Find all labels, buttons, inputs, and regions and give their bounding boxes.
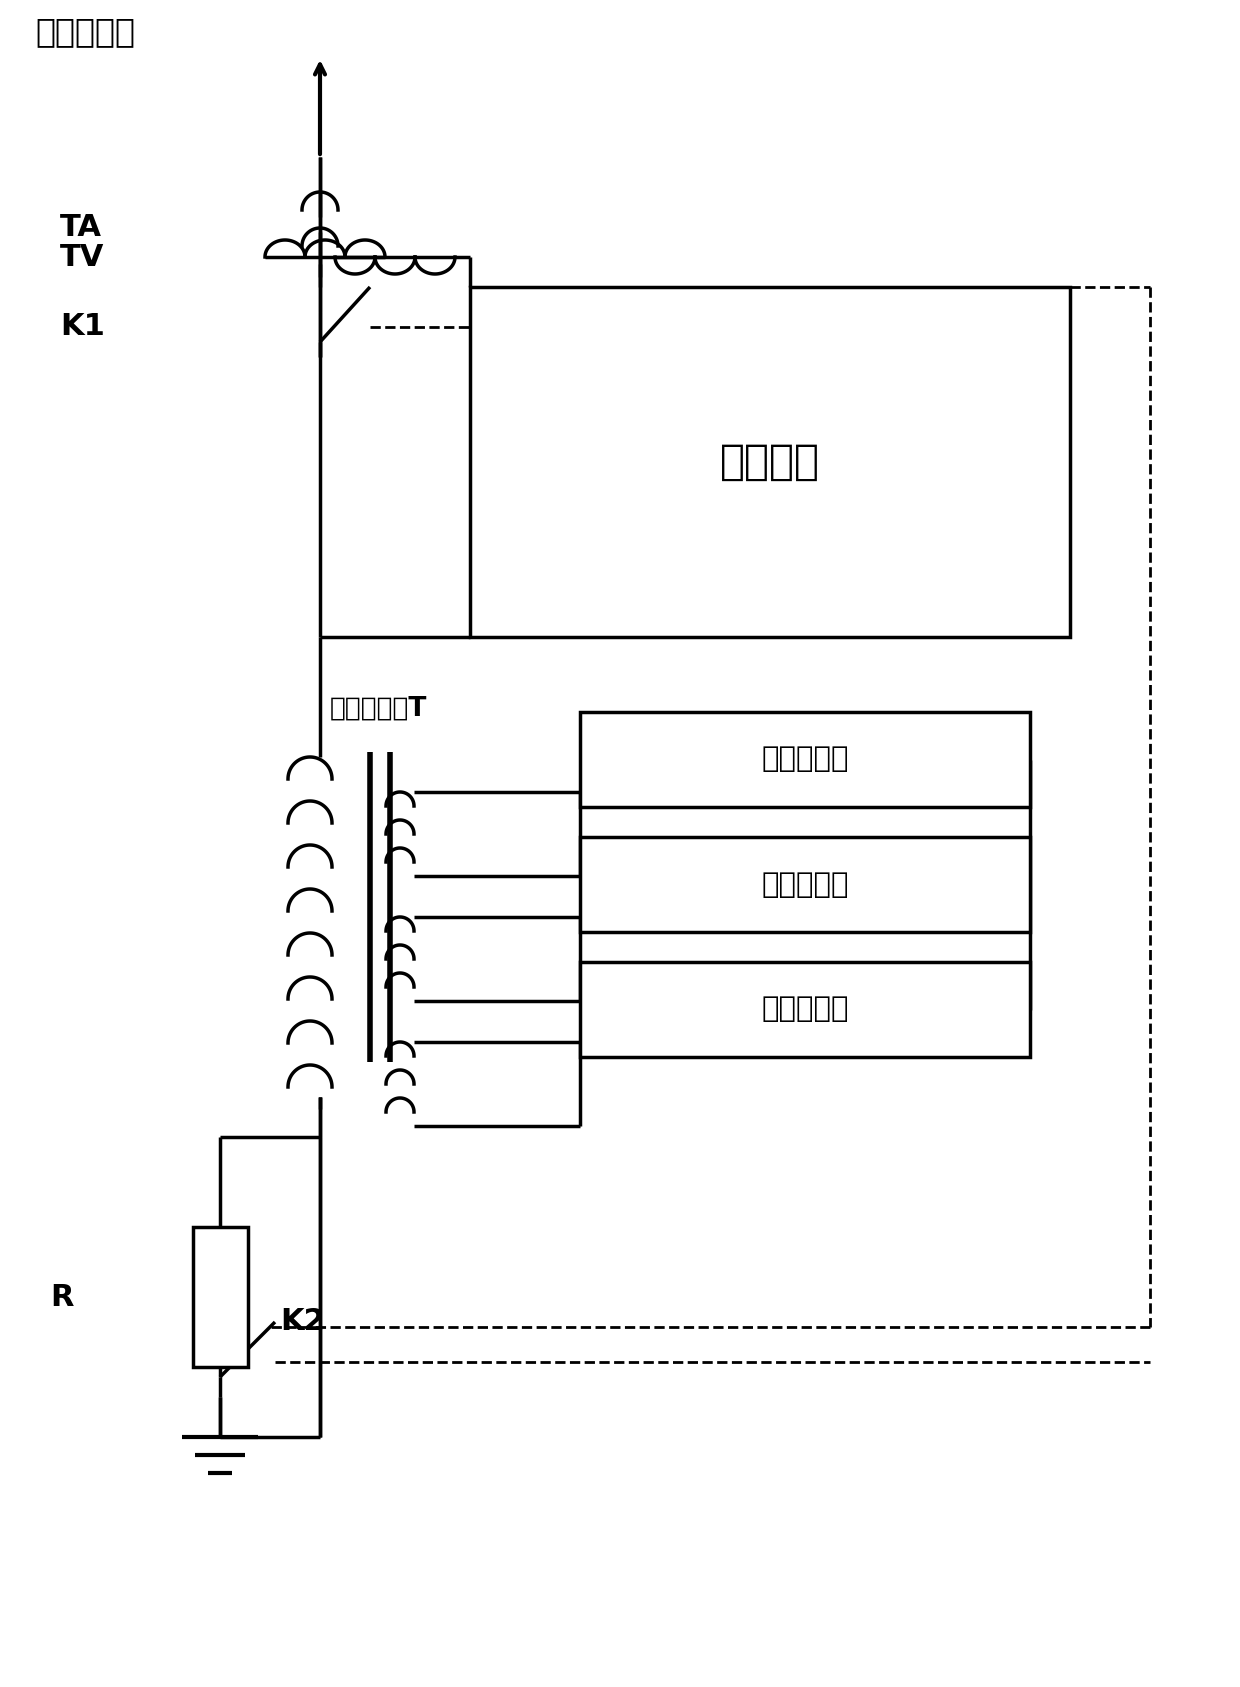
Text: 电网中性点: 电网中性点 xyxy=(35,15,135,49)
Text: K1: K1 xyxy=(60,312,105,341)
Text: TV: TV xyxy=(60,243,104,272)
Bar xyxy=(580,712,1030,806)
Bar xyxy=(580,837,1030,931)
Text: R: R xyxy=(50,1282,73,1311)
Text: TA: TA xyxy=(60,214,102,243)
Text: 一级补偿器: 一级补偿器 xyxy=(761,746,848,774)
Text: 三级补偿器: 三级补偿器 xyxy=(761,995,848,1024)
Text: K2: K2 xyxy=(280,1307,325,1336)
Text: 耦合变压器T: 耦合变压器T xyxy=(330,697,428,722)
Bar xyxy=(580,962,1030,1058)
Bar xyxy=(470,287,1070,638)
Text: 测控系统: 测控系统 xyxy=(720,440,820,482)
Bar xyxy=(192,1226,248,1366)
Text: 二级补偿器: 二级补偿器 xyxy=(761,870,848,899)
